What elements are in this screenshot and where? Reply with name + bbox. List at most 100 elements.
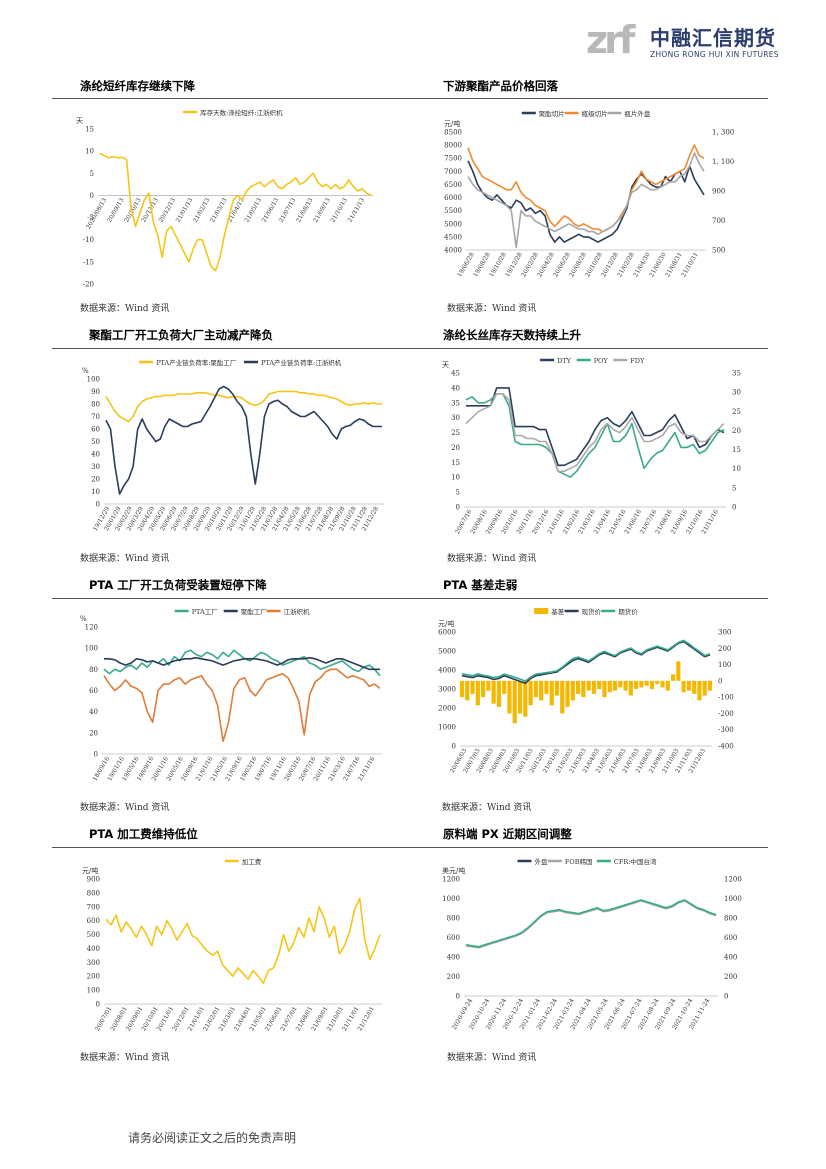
data-source: 数据来源：Wind 资讯 <box>447 304 537 314</box>
y-tick-label: 2000 <box>438 705 456 713</box>
y-tick-label: 0 <box>452 743 456 751</box>
legend-label: FDY <box>630 357 645 365</box>
legend-label: 聚酯切片 <box>539 109 565 118</box>
basis-bar <box>676 661 681 681</box>
basis-bar <box>634 680 639 689</box>
y-tick-label: 15 <box>451 459 460 467</box>
y-tick-label: 800 <box>87 889 100 897</box>
y2-tick-label: 200 <box>724 973 737 981</box>
y-tick-label: 8000 <box>444 142 462 150</box>
y-tick-label: 45 <box>451 370 460 378</box>
basis-bar <box>655 680 660 685</box>
basis-bar <box>660 680 665 688</box>
basis-bar <box>681 680 686 693</box>
y2-tick-label: 200 <box>718 645 731 653</box>
legend-label: PTA产业链负荷率:聚酯工厂 <box>156 358 237 367</box>
series-line <box>465 900 717 949</box>
section-title: 聚酯工厂开工负荷大厂主动减产降负 <box>89 328 273 342</box>
basis-bar <box>591 680 597 694</box>
chart-staple-fiber-inventory: 天151050-5-10-15-202020/08/1320/09/1320/1… <box>76 108 373 289</box>
series-line <box>103 668 381 743</box>
y-tick-label: -10 <box>83 236 94 244</box>
y-tick-label: 6500 <box>444 181 462 189</box>
y2-tick-label: 900 <box>712 188 725 196</box>
y-tick-label: -5 <box>87 214 94 222</box>
y-tick-label: 20 <box>451 444 460 452</box>
y-tick-label: 120 <box>85 624 98 632</box>
chart-pta-load: %12010080604020018/09/1619/01/1619/05/16… <box>80 607 382 782</box>
y-tick-label: 100 <box>87 987 100 995</box>
series-line <box>465 393 725 478</box>
y-tick-label: 5500 <box>444 207 462 215</box>
y2-tick-label: 1, 300 <box>712 129 734 137</box>
y-tick-label: 60 <box>89 687 98 695</box>
y-tick-label: 400 <box>447 954 460 962</box>
y-tick-label: 1200 <box>442 876 460 884</box>
data-source: 数据来源：Wind 资讯 <box>442 803 532 813</box>
basis-bar <box>533 680 538 698</box>
y-tick-label: 4000 <box>438 667 456 675</box>
y-tick-label: 600 <box>447 934 460 942</box>
basis-bar <box>623 680 628 691</box>
series-line <box>465 899 717 948</box>
legend-label: 期货价 <box>618 607 638 616</box>
y-tick-label: 10 <box>91 488 100 496</box>
y-axis-unit: 元/吨 <box>444 119 460 128</box>
basis-bar <box>539 680 544 701</box>
legend-label: 江浙织机 <box>284 607 311 616</box>
logo-chinese-name: 中融汇信期货 <box>650 26 776 50</box>
data-source: 数据来源：Wind 资讯 <box>447 1053 537 1063</box>
basis-bar <box>486 680 491 691</box>
chart-pta-processing-fee: 元/吨900800700600500400300200100020/07/012… <box>82 857 382 1032</box>
logo-mark: zrf <box>586 18 635 62</box>
y-tick-label: 35 <box>451 399 460 407</box>
basis-bar <box>607 680 612 693</box>
y2-tick-label: 0 <box>732 504 736 512</box>
section-title: 下游聚酯产品价格回落 <box>443 79 558 93</box>
section-title: PTA 工厂开工负荷受装置短停下降 <box>89 578 267 592</box>
y-tick-label: 300 <box>87 959 100 967</box>
legend-label: 瓶片外盘 <box>624 109 651 118</box>
basis-bar <box>697 680 702 701</box>
divider <box>52 598 768 599</box>
y-tick-label: 100 <box>85 645 98 653</box>
y-axis-unit: 美元/吨 <box>442 866 465 875</box>
basis-bar <box>459 680 465 698</box>
basis-bar <box>692 680 697 694</box>
legend-label: PTA工厂 <box>192 608 219 616</box>
y2-tick-label: -400 <box>718 743 734 751</box>
basis-bar <box>502 680 507 694</box>
data-source: 数据来源：Wind 资讯 <box>80 554 170 564</box>
y-tick-label: 1000 <box>438 724 456 732</box>
y-tick-label: 10 <box>451 474 460 482</box>
y2-tick-label: 600 <box>724 934 737 942</box>
series-line <box>104 656 380 671</box>
basis-bar <box>565 680 570 707</box>
y-tick-label: 7500 <box>444 155 462 163</box>
y-tick-label: 30 <box>451 414 460 422</box>
y-tick-label: 500 <box>87 931 100 939</box>
y-tick-label: -15 <box>83 258 94 266</box>
y-tick-label: 900 <box>87 876 100 884</box>
basis-bar <box>707 680 713 691</box>
y-tick-label: 5000 <box>444 220 462 228</box>
section-title: PTA 加工费维持低位 <box>89 827 198 841</box>
legend-swatch <box>534 608 549 614</box>
y-tick-label: 700 <box>87 903 100 911</box>
basis-bar <box>528 680 533 706</box>
basis-bar <box>686 680 691 691</box>
y-tick-label: 400 <box>87 945 100 953</box>
y-tick-label: 15 <box>85 126 94 134</box>
y-tick-label: 5 <box>456 489 460 497</box>
series-line <box>467 152 705 249</box>
legend-label: PTA产业链负荷率:江浙织机 <box>261 358 342 367</box>
basis-bar <box>465 680 470 701</box>
basis-bar <box>586 680 591 691</box>
y-tick-label: 5000 <box>438 648 456 656</box>
y-tick-label: 0 <box>96 501 100 509</box>
series-line <box>105 390 382 423</box>
basis-bar <box>554 680 560 696</box>
legend-label: CFR:中国台湾 <box>614 857 657 866</box>
basis-bar <box>517 680 523 714</box>
